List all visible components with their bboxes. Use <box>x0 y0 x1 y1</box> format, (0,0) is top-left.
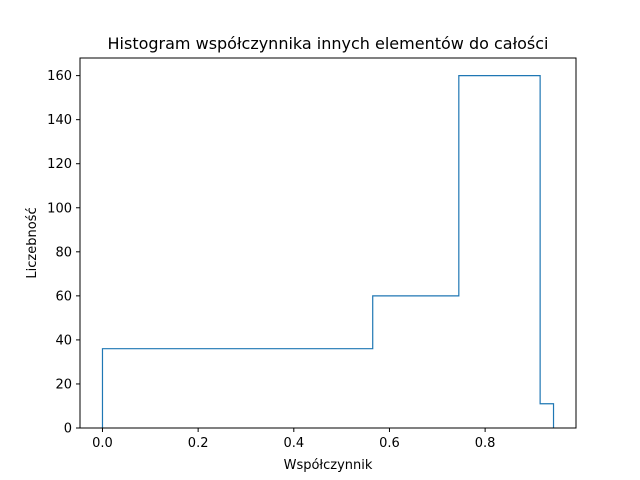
histogram-bin <box>459 76 540 428</box>
y-tick-label: 40 <box>55 333 72 348</box>
chart-title: Histogram współczynnika innych elementów… <box>108 34 549 53</box>
y-tick-label: 140 <box>47 113 72 128</box>
y-tick-label: 20 <box>55 377 72 392</box>
x-tick-label: 0.4 <box>283 436 304 451</box>
y-tick-label: 0 <box>64 422 72 437</box>
x-tick-label: 0.6 <box>379 436 400 451</box>
y-tick-label: 100 <box>47 201 72 216</box>
x-tick-label: 0.8 <box>475 436 496 451</box>
histogram-step-line <box>101 75 555 428</box>
y-axis: 0 20 40 60 80 100 120 140 160 <box>47 69 80 437</box>
x-axis: 0.0 0.2 0.4 0.6 0.8 <box>92 428 495 451</box>
histogram-bin <box>373 296 459 428</box>
histogram-bin <box>102 349 372 428</box>
y-tick-label: 160 <box>47 69 72 84</box>
histogram-bin <box>540 404 553 428</box>
x-tick-label: 0.0 <box>92 436 113 451</box>
y-tick-label: 80 <box>55 245 72 260</box>
x-tick-label: 0.2 <box>188 436 209 451</box>
axes-frame <box>79 57 577 429</box>
x-axis-title: Współczynnik <box>284 458 373 473</box>
y-tick-label: 60 <box>55 289 72 304</box>
y-axis-title: Liczebność <box>25 207 40 278</box>
plot-area <box>101 75 555 428</box>
y-tick-label: 120 <box>47 157 72 172</box>
